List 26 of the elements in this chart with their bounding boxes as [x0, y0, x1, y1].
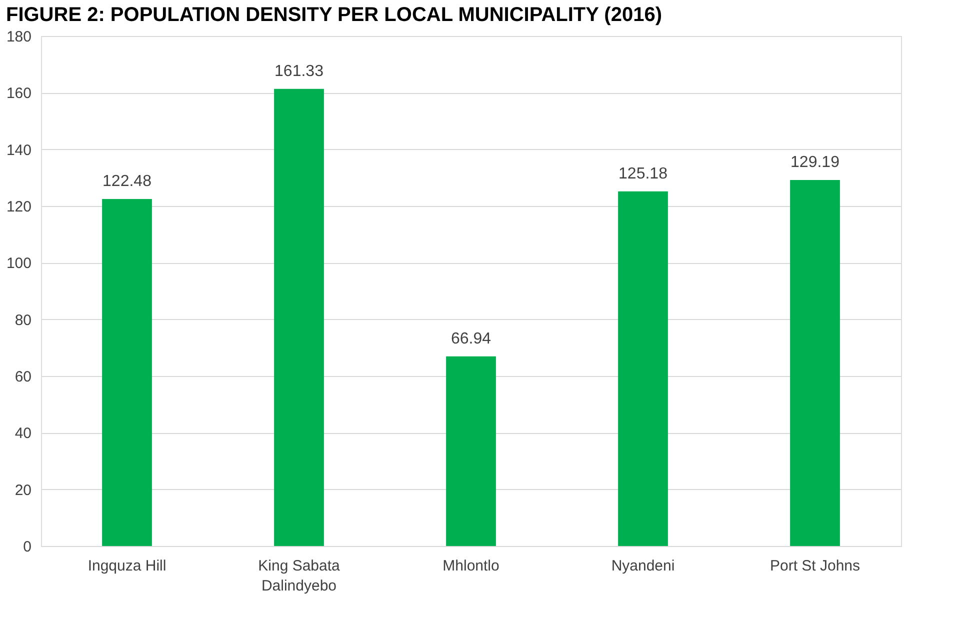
- y-tick-label: 160: [6, 85, 32, 102]
- x-tick-label: King Sabata Dalindyebo: [258, 558, 341, 594]
- y-tick-label: 100: [6, 255, 32, 272]
- x-tick-label: Nyandeni: [611, 558, 675, 574]
- x-tick-label: Port St Johns: [770, 558, 860, 574]
- data-label: 125.18: [618, 165, 668, 182]
- y-tick-label: 40: [14, 425, 32, 442]
- x-tick-label: Ingquza Hill: [88, 558, 166, 574]
- y-tick-label: 0: [23, 538, 32, 556]
- data-label: 161.33: [274, 62, 324, 80]
- y-tick-label: 20: [14, 482, 32, 499]
- bar: [790, 180, 840, 546]
- data-label: 122.48: [102, 172, 152, 190]
- bar: [274, 88, 324, 546]
- y-tick-label: 60: [14, 368, 32, 386]
- data-label: 66.94: [450, 330, 492, 348]
- y-tick-label: 120: [6, 198, 32, 216]
- data-label: 129.19: [790, 154, 840, 171]
- bar: [446, 356, 496, 546]
- y-tick-label: 80: [14, 312, 32, 329]
- x-tick-label: Mhlontlo: [442, 558, 500, 574]
- chart-title: FIGURE 2: POPULATION DENSITY PER LOCAL MUNICIPALITY (2016): [6, 4, 662, 26]
- bar: [102, 198, 152, 546]
- y-tick-label: 180: [6, 28, 32, 46]
- bar: [618, 191, 668, 546]
- y-tick-label: 140: [6, 142, 32, 159]
